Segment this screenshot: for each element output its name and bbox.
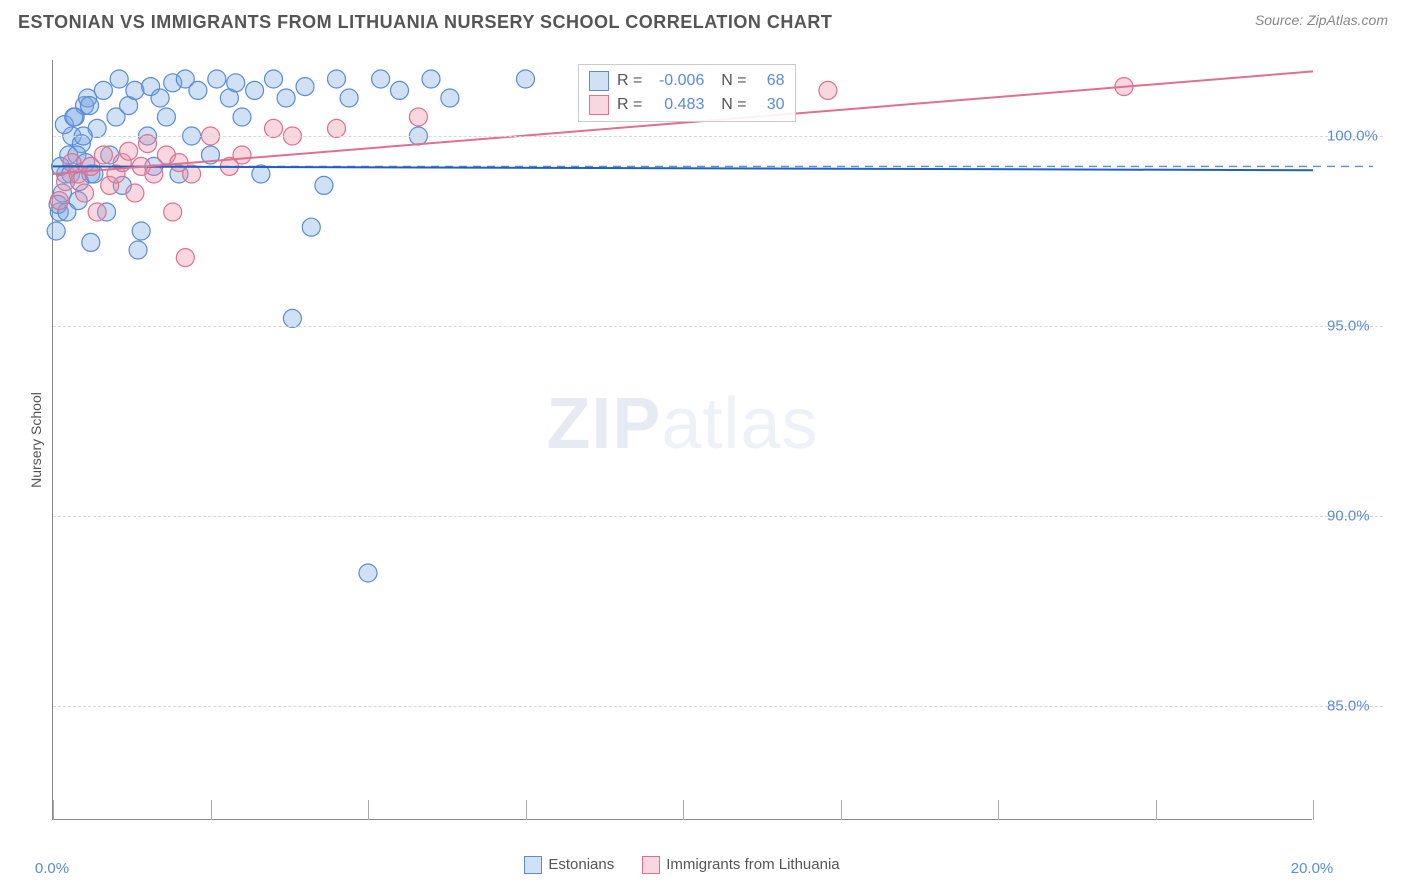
gridline-h: [53, 326, 1383, 327]
stat-n-label: N =: [712, 69, 746, 93]
stats-row: R = -0.006 N = 68: [589, 69, 785, 93]
data-point: [189, 81, 207, 99]
data-point: [227, 74, 245, 92]
data-point: [81, 97, 99, 115]
data-point: [340, 89, 358, 107]
x-tick-label: 0.0%: [35, 860, 69, 877]
stat-n-value: 30: [755, 93, 785, 117]
stat-r-value: 0.483: [650, 93, 704, 117]
x-tick: [211, 800, 212, 820]
data-point: [164, 203, 182, 221]
data-point: [265, 70, 283, 88]
data-point: [47, 222, 65, 240]
data-point: [277, 89, 295, 107]
gridline-h: [53, 516, 1383, 517]
x-tick: [998, 800, 999, 820]
x-tick: [841, 800, 842, 820]
legend-swatch: [589, 95, 609, 115]
x-tick: [526, 800, 527, 820]
gridline-h: [53, 136, 1383, 137]
legend-item: Immigrants from Lithuania: [642, 856, 839, 874]
x-tick: [1156, 800, 1157, 820]
gridline-h: [53, 706, 1383, 707]
legend-swatch: [589, 71, 609, 91]
plot-area: ZIPatlas R =-0.006 N =68R =0.483 N =30: [52, 60, 1312, 820]
stat-n-value: 68: [755, 69, 785, 93]
data-point: [132, 222, 150, 240]
y-tick-label: 85.0%: [1327, 698, 1370, 715]
source-label: Source: ZipAtlas.com: [1255, 12, 1388, 28]
stat-r-label: R =: [617, 69, 642, 93]
chart-container: Nursery School ZIPatlas R =-0.006 N =68R…: [52, 60, 1382, 840]
x-tick: [53, 800, 54, 820]
legend-swatch: [642, 856, 660, 874]
x-tick: [1313, 800, 1314, 820]
data-point: [157, 108, 175, 126]
stats-row: R = 0.483 N = 30: [589, 93, 785, 117]
data-point: [359, 564, 377, 582]
chart-title: ESTONIAN VS IMMIGRANTS FROM LITHUANIA NU…: [18, 12, 832, 33]
data-point: [139, 135, 157, 153]
legend-label: Estonians: [548, 856, 614, 873]
y-tick-label: 95.0%: [1327, 318, 1370, 335]
stat-r-value: -0.006: [650, 69, 704, 93]
x-tick: [368, 800, 369, 820]
data-point: [208, 70, 226, 88]
data-point: [328, 70, 346, 88]
data-point: [233, 146, 251, 164]
data-point: [315, 176, 333, 194]
data-point: [372, 70, 390, 88]
y-axis-label: Nursery School: [28, 392, 44, 488]
data-point: [88, 203, 106, 221]
data-point: [517, 70, 535, 88]
data-point: [422, 70, 440, 88]
data-point: [176, 249, 194, 267]
data-point: [151, 89, 169, 107]
legend-label: Immigrants from Lithuania: [666, 856, 839, 873]
data-point: [409, 108, 427, 126]
data-point: [246, 81, 264, 99]
data-point: [120, 142, 138, 160]
y-tick-label: 90.0%: [1327, 508, 1370, 525]
data-point: [441, 89, 459, 107]
x-tick-label: 20.0%: [1291, 860, 1334, 877]
data-point: [296, 78, 314, 96]
data-point: [233, 108, 251, 126]
stat-r-label: R =: [617, 93, 642, 117]
data-point: [126, 81, 144, 99]
stat-n-label: N =: [712, 93, 746, 117]
data-point: [94, 81, 112, 99]
data-point: [65, 108, 83, 126]
data-point: [76, 184, 94, 202]
data-point: [110, 70, 128, 88]
data-point: [265, 119, 283, 137]
legend-swatch: [524, 856, 542, 874]
data-point: [126, 184, 144, 202]
data-point: [328, 119, 346, 137]
data-point: [50, 192, 68, 210]
data-point: [129, 241, 147, 259]
data-point: [302, 218, 320, 236]
x-tick: [683, 800, 684, 820]
data-point: [94, 146, 112, 164]
legend-item: Estonians: [524, 856, 614, 874]
y-tick-label: 100.0%: [1327, 128, 1378, 145]
bottom-legend: Estonians Immigrants from Lithuania: [52, 856, 1312, 874]
stats-box: R = -0.006 N = 68 R = 0.483 N = 30: [578, 64, 796, 122]
data-point: [819, 81, 837, 99]
data-point: [82, 233, 100, 251]
data-point: [283, 309, 301, 327]
data-point: [391, 81, 409, 99]
